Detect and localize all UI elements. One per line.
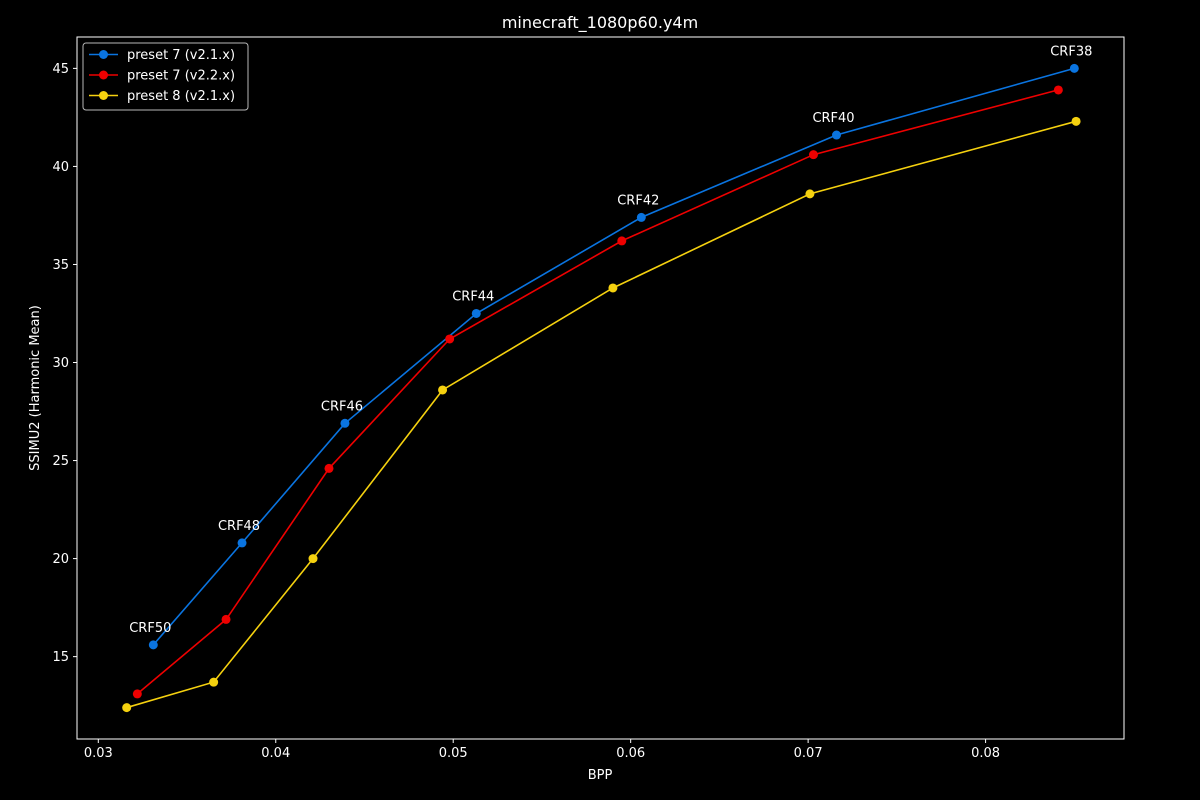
data-point: [1071, 116, 1081, 126]
data-point: [221, 614, 231, 624]
data-point: [1053, 85, 1063, 95]
data-point: [805, 189, 815, 199]
chart-title: minecraft_1080p60.y4m: [502, 13, 698, 33]
legend-label: preset 8 (v2.1.x): [127, 89, 235, 104]
x-tick-label: 0.03: [84, 746, 113, 761]
legend-label: preset 7 (v2.1.x): [127, 48, 235, 63]
y-tick-label: 45: [52, 62, 69, 77]
legend-frame: [82, 42, 249, 111]
y-tick-label: 25: [52, 454, 69, 469]
data-point: [617, 236, 627, 246]
data-point: [324, 463, 334, 473]
y-tick-label: 15: [52, 650, 69, 665]
crf-annotation: CRF44: [452, 289, 494, 304]
data-point: [608, 283, 618, 293]
data-point: [438, 385, 448, 395]
crf-annotation: CRF38: [1050, 44, 1092, 59]
legend-marker: [99, 91, 108, 100]
y-tick-label: 35: [52, 258, 69, 273]
x-tick-label: 0.08: [971, 746, 1000, 761]
data-point: [340, 418, 350, 428]
plot-frame: [76, 36, 1125, 740]
data-point: [148, 640, 158, 650]
x-axis-label: BPP: [588, 768, 613, 783]
legend: preset 7 (v2.1.x) preset 7 (v2.2.x) preset…: [82, 42, 249, 111]
x-tick-label: 0.07: [794, 746, 823, 761]
data-point: [832, 130, 842, 140]
x-tick-label: 0.04: [261, 746, 290, 761]
crf-annotation: CRF50: [129, 621, 171, 636]
data-point: [445, 334, 455, 344]
x-tick-label: 0.06: [616, 746, 645, 761]
y-axis-label: SSIMU2 (Harmonic Mean): [28, 305, 43, 471]
y-tick-label: 30: [52, 356, 69, 371]
legend-marker: [99, 70, 108, 80]
crf-annotation: CRF48: [218, 519, 260, 534]
data-point: [808, 150, 818, 160]
data-point: [132, 689, 142, 699]
data-point: [122, 703, 132, 713]
data-point: [209, 677, 219, 687]
y-tick-label: 40: [52, 160, 69, 175]
legend-marker: [99, 50, 108, 59]
data-point: [471, 308, 481, 318]
crf-annotation: CRF46: [321, 399, 363, 414]
data-point: [1069, 63, 1079, 73]
data-point: [636, 212, 646, 222]
data-point: [237, 538, 247, 548]
crf-annotation: CRF40: [812, 111, 854, 126]
legend-label: preset 7 (v2.2.x): [127, 69, 235, 84]
crf-annotation: CRF42: [617, 193, 659, 208]
plot-area: 0.03 0.04 0.05 0.06 0.07 0.08 15 20 25 30 35 40 45 CR…: [52, 44, 1092, 761]
x-tick-label: 0.05: [439, 746, 468, 761]
y-tick-label: 20: [52, 552, 69, 567]
data-point: [308, 554, 318, 564]
